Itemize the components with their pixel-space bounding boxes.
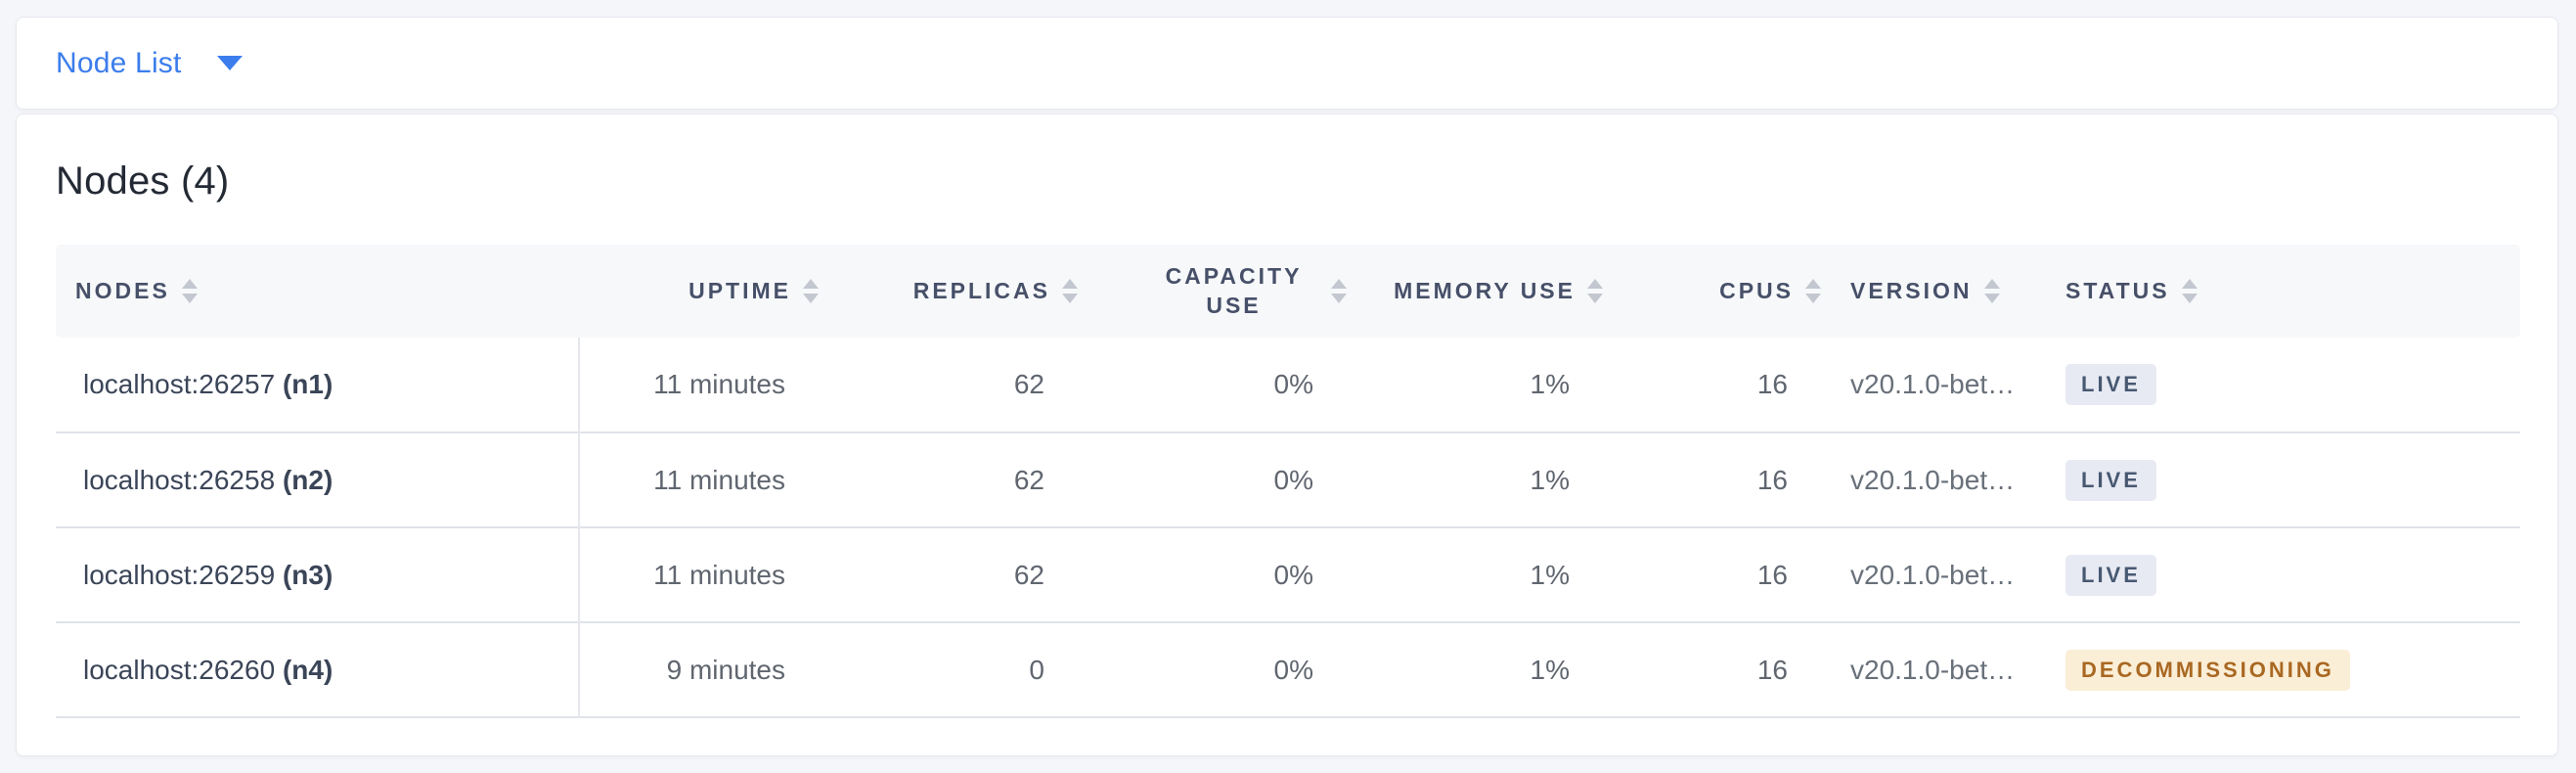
cell-replicas: 0 xyxy=(1029,654,1044,685)
cell-version: v20.1.0-bet… xyxy=(1831,432,2046,527)
cell-replicas: 62 xyxy=(1013,369,1044,399)
cell-status: DECOMMISSIONING xyxy=(2046,622,2520,717)
cell-memory: 1% xyxy=(1530,464,1570,495)
column-header-cpus[interactable]: CPUS xyxy=(1613,245,1831,338)
cell-version: v20.1.0-bet… xyxy=(1831,338,2046,432)
column-header-memory[interactable]: MEMORY USE xyxy=(1356,245,1613,338)
nodes-table: NODES UPTIME REPLICAS CAPACITY USE MEMORY US… xyxy=(56,245,2520,718)
status-badge: LIVE xyxy=(2065,364,2156,405)
node-address[interactable]: localhost:26260 xyxy=(83,654,283,685)
status-badge: DECOMMISSIONING xyxy=(2065,649,2350,691)
cell-memory: 1% xyxy=(1530,559,1570,590)
column-label-memory: MEMORY USE xyxy=(1394,278,1576,303)
version-text: v20.1.0-bet… xyxy=(1850,369,2016,399)
cell-nodes: localhost:26259 (n3) xyxy=(56,527,580,622)
node-id: (n2) xyxy=(282,464,333,495)
node-id: (n3) xyxy=(282,559,333,590)
cell-replicas: 62 xyxy=(1013,559,1044,590)
cell-capacity: 0% xyxy=(1273,654,1313,685)
column-header-capacity[interactable]: CAPACITY USE xyxy=(1088,245,1356,338)
column-header-nodes[interactable]: NODES xyxy=(56,245,579,338)
column-header-replicas[interactable]: REPLICAS xyxy=(828,245,1088,338)
nodes-card: Nodes (4) NODES UPTIME REPLICAS CAPACITY US… xyxy=(16,114,2558,756)
cell-cpus: 16 xyxy=(1756,369,1788,399)
node-id: (n4) xyxy=(282,654,333,685)
sort-icon[interactable] xyxy=(181,279,198,303)
cell-status: LIVE xyxy=(2046,432,2520,527)
node-address[interactable]: localhost:26258 xyxy=(83,464,283,495)
cell-version: v20.1.0-bet… xyxy=(1831,622,2046,717)
node-address[interactable]: localhost:26259 xyxy=(83,559,283,590)
cell-uptime: 11 minutes xyxy=(653,559,785,590)
column-label-cpus: CPUS xyxy=(1719,278,1794,303)
table-row: localhost:26260 (n4) 9 minutes 0 0% 1% 16 v20.… xyxy=(56,622,2520,717)
column-label-nodes: NODES xyxy=(75,278,170,303)
cell-capacity: 0% xyxy=(1273,559,1313,590)
cell-nodes: localhost:26258 (n2) xyxy=(56,432,580,527)
view-selector-bar: Node List xyxy=(16,17,2558,110)
cell-status: LIVE xyxy=(2046,338,2520,432)
node-list-dropdown-label: Node List xyxy=(56,46,182,79)
cell-nodes: localhost:26257 (n1) xyxy=(56,338,580,432)
column-label-capacity: CAPACITY USE xyxy=(1165,262,1303,318)
cell-version: v20.1.0-bet… xyxy=(1831,527,2046,622)
column-label-version: VERSION xyxy=(1850,278,1973,303)
status-badge: LIVE xyxy=(2065,459,2156,501)
page-title: Nodes (4) xyxy=(56,159,230,203)
cell-uptime: 11 minutes xyxy=(653,369,785,399)
node-address[interactable]: localhost:26257 xyxy=(83,369,283,399)
cell-nodes: localhost:26260 (n4) xyxy=(56,622,580,717)
sort-icon[interactable] xyxy=(1587,279,1603,303)
sort-icon[interactable] xyxy=(1331,279,1347,303)
cell-memory: 1% xyxy=(1530,369,1570,399)
sort-icon[interactable] xyxy=(803,279,819,303)
node-id: (n1) xyxy=(282,369,333,399)
column-header-uptime[interactable]: UPTIME xyxy=(579,245,828,338)
version-text: v20.1.0-bet… xyxy=(1850,654,2016,685)
cell-uptime: 9 minutes xyxy=(666,654,785,685)
table-row: localhost:26259 (n3) 11 minutes 62 0% 1% 16 v2… xyxy=(56,527,2520,622)
cell-capacity: 0% xyxy=(1273,464,1313,495)
cell-replicas: 62 xyxy=(1013,464,1044,495)
status-badge: LIVE xyxy=(2065,554,2156,596)
column-label-uptime: UPTIME xyxy=(688,278,791,303)
cell-cpus: 16 xyxy=(1756,654,1788,685)
chevron-down-icon xyxy=(216,56,243,70)
column-header-status[interactable]: STATUS xyxy=(2046,245,2520,338)
table-header: NODES UPTIME REPLICAS CAPACITY USE MEMORY US… xyxy=(56,245,2520,338)
cell-memory: 1% xyxy=(1530,654,1570,685)
column-header-version[interactable]: VERSION xyxy=(1831,245,2046,338)
table-row: localhost:26258 (n2) 11 minutes 62 0% 1% 16 v2… xyxy=(56,432,2520,527)
table-row: localhost:26257 (n1) 11 minutes 62 0% 1% 16 v2… xyxy=(56,338,2520,432)
cell-cpus: 16 xyxy=(1756,464,1788,495)
node-list-dropdown[interactable]: Node List xyxy=(56,47,243,80)
version-text: v20.1.0-bet… xyxy=(1850,464,2016,495)
version-text: v20.1.0-bet… xyxy=(1850,559,2016,590)
cell-capacity: 0% xyxy=(1273,369,1313,399)
sort-icon[interactable] xyxy=(1062,279,1078,303)
sort-icon[interactable] xyxy=(1805,279,1821,303)
cell-cpus: 16 xyxy=(1756,559,1788,590)
cell-status: LIVE xyxy=(2046,527,2520,622)
column-label-replicas: REPLICAS xyxy=(912,278,1050,303)
sort-icon[interactable] xyxy=(1983,279,2000,303)
column-label-status: STATUS xyxy=(2065,278,2170,303)
cell-uptime: 11 minutes xyxy=(653,464,785,495)
sort-icon[interactable] xyxy=(2181,279,2198,303)
